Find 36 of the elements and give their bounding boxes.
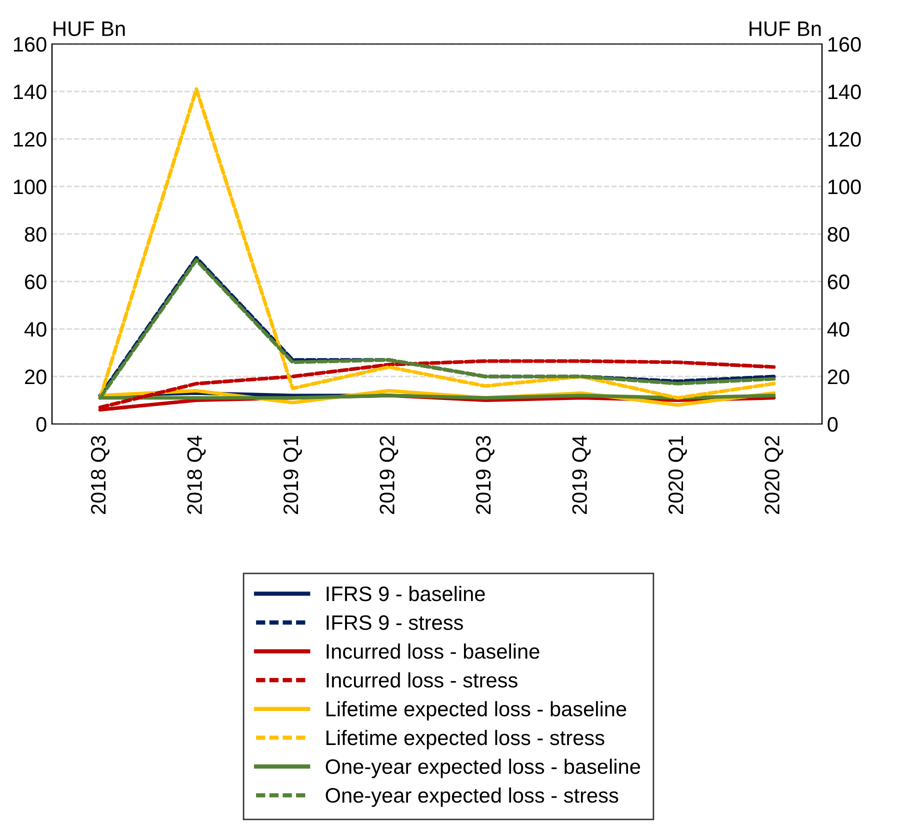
y2-tick-label: 40 bbox=[827, 322, 850, 337]
y-tick-label: 160 bbox=[14, 37, 46, 52]
x-tick-label: 2020 Q1 bbox=[668, 436, 687, 514]
legend-label: IFRS 9 - baseline bbox=[326, 586, 485, 602]
y-axis-title: HUF Bn bbox=[54, 22, 125, 36]
y2-axis-title: HUF Bn bbox=[750, 22, 821, 36]
y2-tick-label: 0 bbox=[828, 417, 838, 432]
y2-tick-label: 120 bbox=[828, 132, 861, 147]
x-tick-label: 2019 Q2 bbox=[380, 436, 398, 514]
y2-tick-label: 100 bbox=[828, 180, 861, 194]
legend-label: Incurred loss - baseline bbox=[326, 644, 540, 659]
y-tick-label: 40 bbox=[24, 322, 46, 337]
legend-label: One-year expected loss - baseline bbox=[326, 758, 640, 778]
x-tick-label: 2020 Q2 bbox=[764, 436, 784, 514]
y-tick-label: 60 bbox=[25, 274, 46, 290]
y2-tick-label: 80 bbox=[828, 227, 850, 242]
y-tick-label: 20 bbox=[25, 370, 46, 384]
legend-label: IFRS 9 - stress bbox=[326, 615, 463, 630]
legend-label: Lifetime expected loss - stress bbox=[326, 730, 604, 750]
legend-label: Lifetime expected loss - baseline bbox=[326, 701, 626, 721]
y-tick-label: 100 bbox=[14, 180, 46, 194]
y-tick-label: 80 bbox=[24, 227, 46, 242]
y2-tick-label: 60 bbox=[828, 274, 850, 290]
y-tick-label: 0 bbox=[36, 417, 46, 432]
y2-tick-label: 20 bbox=[828, 370, 850, 384]
x-tick-label: 2019 Q1 bbox=[283, 436, 302, 514]
legend-label: Incurred loss - stress bbox=[326, 672, 518, 688]
legend-label: One-year expected loss - stress bbox=[326, 787, 618, 807]
x-tick-label: 2018 Q4 bbox=[187, 436, 206, 514]
y-tick-label: 120 bbox=[14, 132, 46, 147]
x-tick-label: 2018 Q3 bbox=[90, 436, 110, 514]
y2-tick-label: 140 bbox=[828, 84, 861, 100]
y-tick-label: 140 bbox=[14, 84, 46, 100]
x-tick-label: 2019 Q3 bbox=[476, 436, 494, 514]
y2-tick-label: 160 bbox=[828, 37, 861, 52]
x-tick-label: 2019 Q4 bbox=[572, 436, 591, 514]
